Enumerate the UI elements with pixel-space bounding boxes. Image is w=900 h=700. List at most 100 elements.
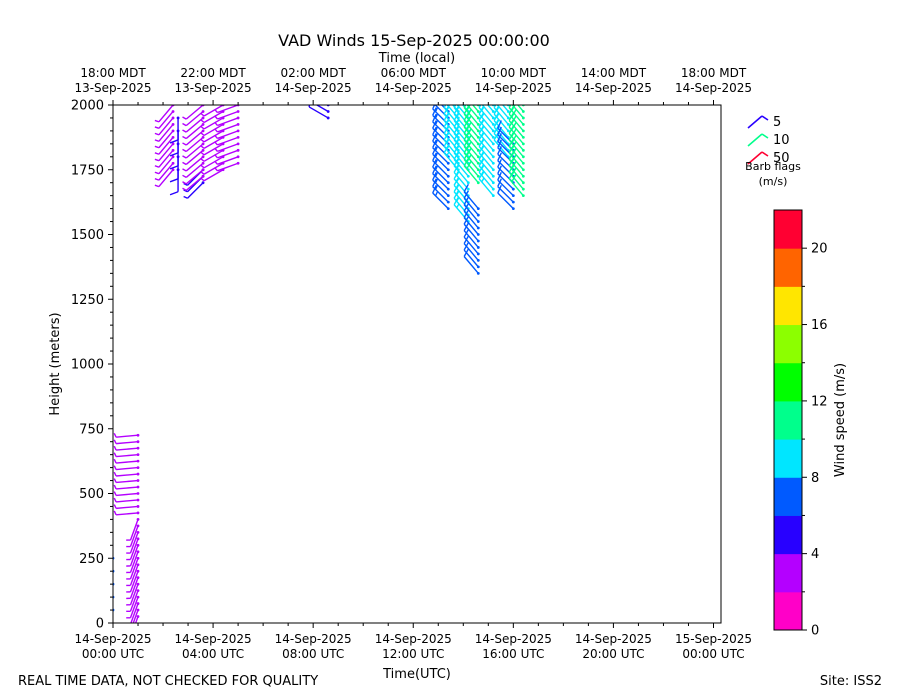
wind-barb xyxy=(182,123,205,140)
barb-staff xyxy=(217,143,239,153)
wind-barb xyxy=(315,105,330,113)
colorbar-tick-label: 20 xyxy=(811,242,828,257)
top-tick-label-time: 06:00 MDT xyxy=(381,66,447,80)
wind-barb xyxy=(154,148,175,168)
barb-half-feather xyxy=(446,138,450,144)
barb-origin xyxy=(491,187,495,191)
legend-barb-feather xyxy=(761,133,769,139)
barb-origin xyxy=(521,187,525,191)
barb-origin xyxy=(136,589,140,593)
barb-origin xyxy=(236,142,240,146)
barb-staff xyxy=(511,105,524,119)
barb-origin xyxy=(171,168,175,172)
barb-origin xyxy=(201,135,205,139)
barb-origin xyxy=(491,168,495,172)
barb-staff xyxy=(185,169,204,185)
barb-feather xyxy=(467,97,471,104)
barb-feather xyxy=(464,81,468,88)
wind-barb xyxy=(478,105,495,126)
barb-staff xyxy=(496,105,509,119)
barb-half-feather xyxy=(182,187,187,191)
colorbar-band xyxy=(774,591,802,631)
barb-origin xyxy=(171,123,175,126)
barb-half-feather xyxy=(200,138,205,143)
barb-origin xyxy=(136,446,140,450)
barb-origin xyxy=(491,116,495,120)
wind-barb xyxy=(182,105,205,120)
barb-half-feather xyxy=(113,504,117,509)
legend-units: (m/s) xyxy=(759,175,788,188)
barb-half-feather xyxy=(481,125,485,131)
barb-origin xyxy=(521,142,525,146)
legend-barb-feather xyxy=(761,115,769,121)
wind-barb xyxy=(126,524,140,548)
barb-half-feather xyxy=(456,151,460,157)
barb-staff xyxy=(158,111,174,129)
barb-half-feather xyxy=(200,132,205,136)
quality-disclaimer: REAL TIME DATA, NOT CHECKED FOR QUALITY xyxy=(18,674,319,689)
barb-staff xyxy=(129,545,139,567)
barb-staff xyxy=(116,453,139,458)
barb-feather xyxy=(87,585,93,591)
barb-origin xyxy=(476,207,480,211)
barb-staff xyxy=(116,434,139,438)
wind-barb xyxy=(214,161,240,172)
barb-origin xyxy=(136,556,140,560)
y-tick-label: 1250 xyxy=(71,293,104,308)
barb-origin xyxy=(446,174,450,178)
barb-staff xyxy=(185,175,204,191)
colorbar-band xyxy=(774,210,802,249)
wind-barb xyxy=(432,146,450,172)
barb-staff xyxy=(116,460,139,464)
barb-half-feather xyxy=(481,132,485,137)
barb-staff xyxy=(463,256,479,274)
wind-barb xyxy=(154,135,175,155)
wind-barb xyxy=(154,129,175,149)
barb-half-feather xyxy=(481,151,485,157)
barb-staff xyxy=(481,105,494,119)
barb-origin xyxy=(476,252,480,256)
wind-barb xyxy=(182,110,205,127)
barb-half-feather xyxy=(434,165,438,171)
barb-half-feather xyxy=(182,148,187,153)
barb-half-feather xyxy=(481,138,485,144)
wind-barb xyxy=(471,105,480,113)
barb-origin xyxy=(136,602,140,605)
x-tick-label-date: 14-Sep-2025 xyxy=(575,632,652,646)
colorbar-band xyxy=(774,439,802,478)
barb-half-feather xyxy=(434,133,438,138)
barb-origin xyxy=(476,259,480,262)
wind-barb xyxy=(134,615,140,623)
barb-staff xyxy=(463,191,479,210)
barb-origin xyxy=(446,187,450,191)
barb-feather xyxy=(308,105,311,108)
barb-half-feather xyxy=(214,154,218,159)
barb-staff xyxy=(129,577,139,599)
x-tick-label-date: 14-Sep-2025 xyxy=(375,632,452,646)
barb-half-feather xyxy=(456,197,460,202)
barb-half-feather xyxy=(183,195,188,199)
legend-label: 5 xyxy=(773,115,781,130)
barb-half-feather xyxy=(446,145,450,150)
wind-barb xyxy=(182,135,205,153)
barb-half-feather xyxy=(481,158,485,163)
barb-staff xyxy=(497,186,514,203)
barb-origin xyxy=(521,135,525,139)
barb-origin xyxy=(466,181,470,185)
barb-origin xyxy=(446,200,450,204)
barb-staff xyxy=(497,173,514,190)
barb-origin xyxy=(476,213,480,217)
wind-barb xyxy=(132,608,140,623)
barb-flag-legend: 5 10 50 Barb flags (m/s) xyxy=(745,115,801,188)
barb-origin xyxy=(466,187,470,191)
barb-half-feather xyxy=(113,471,117,477)
barb-half-feather xyxy=(183,189,188,193)
wind-barb xyxy=(214,142,240,153)
barb-origin xyxy=(476,161,480,165)
wind-barb xyxy=(126,518,140,541)
top-tick-label-time: 10:00 MDT xyxy=(481,66,547,80)
wind-barb xyxy=(182,161,205,179)
barb-half-feather xyxy=(456,145,460,150)
wind-barb xyxy=(516,105,525,113)
